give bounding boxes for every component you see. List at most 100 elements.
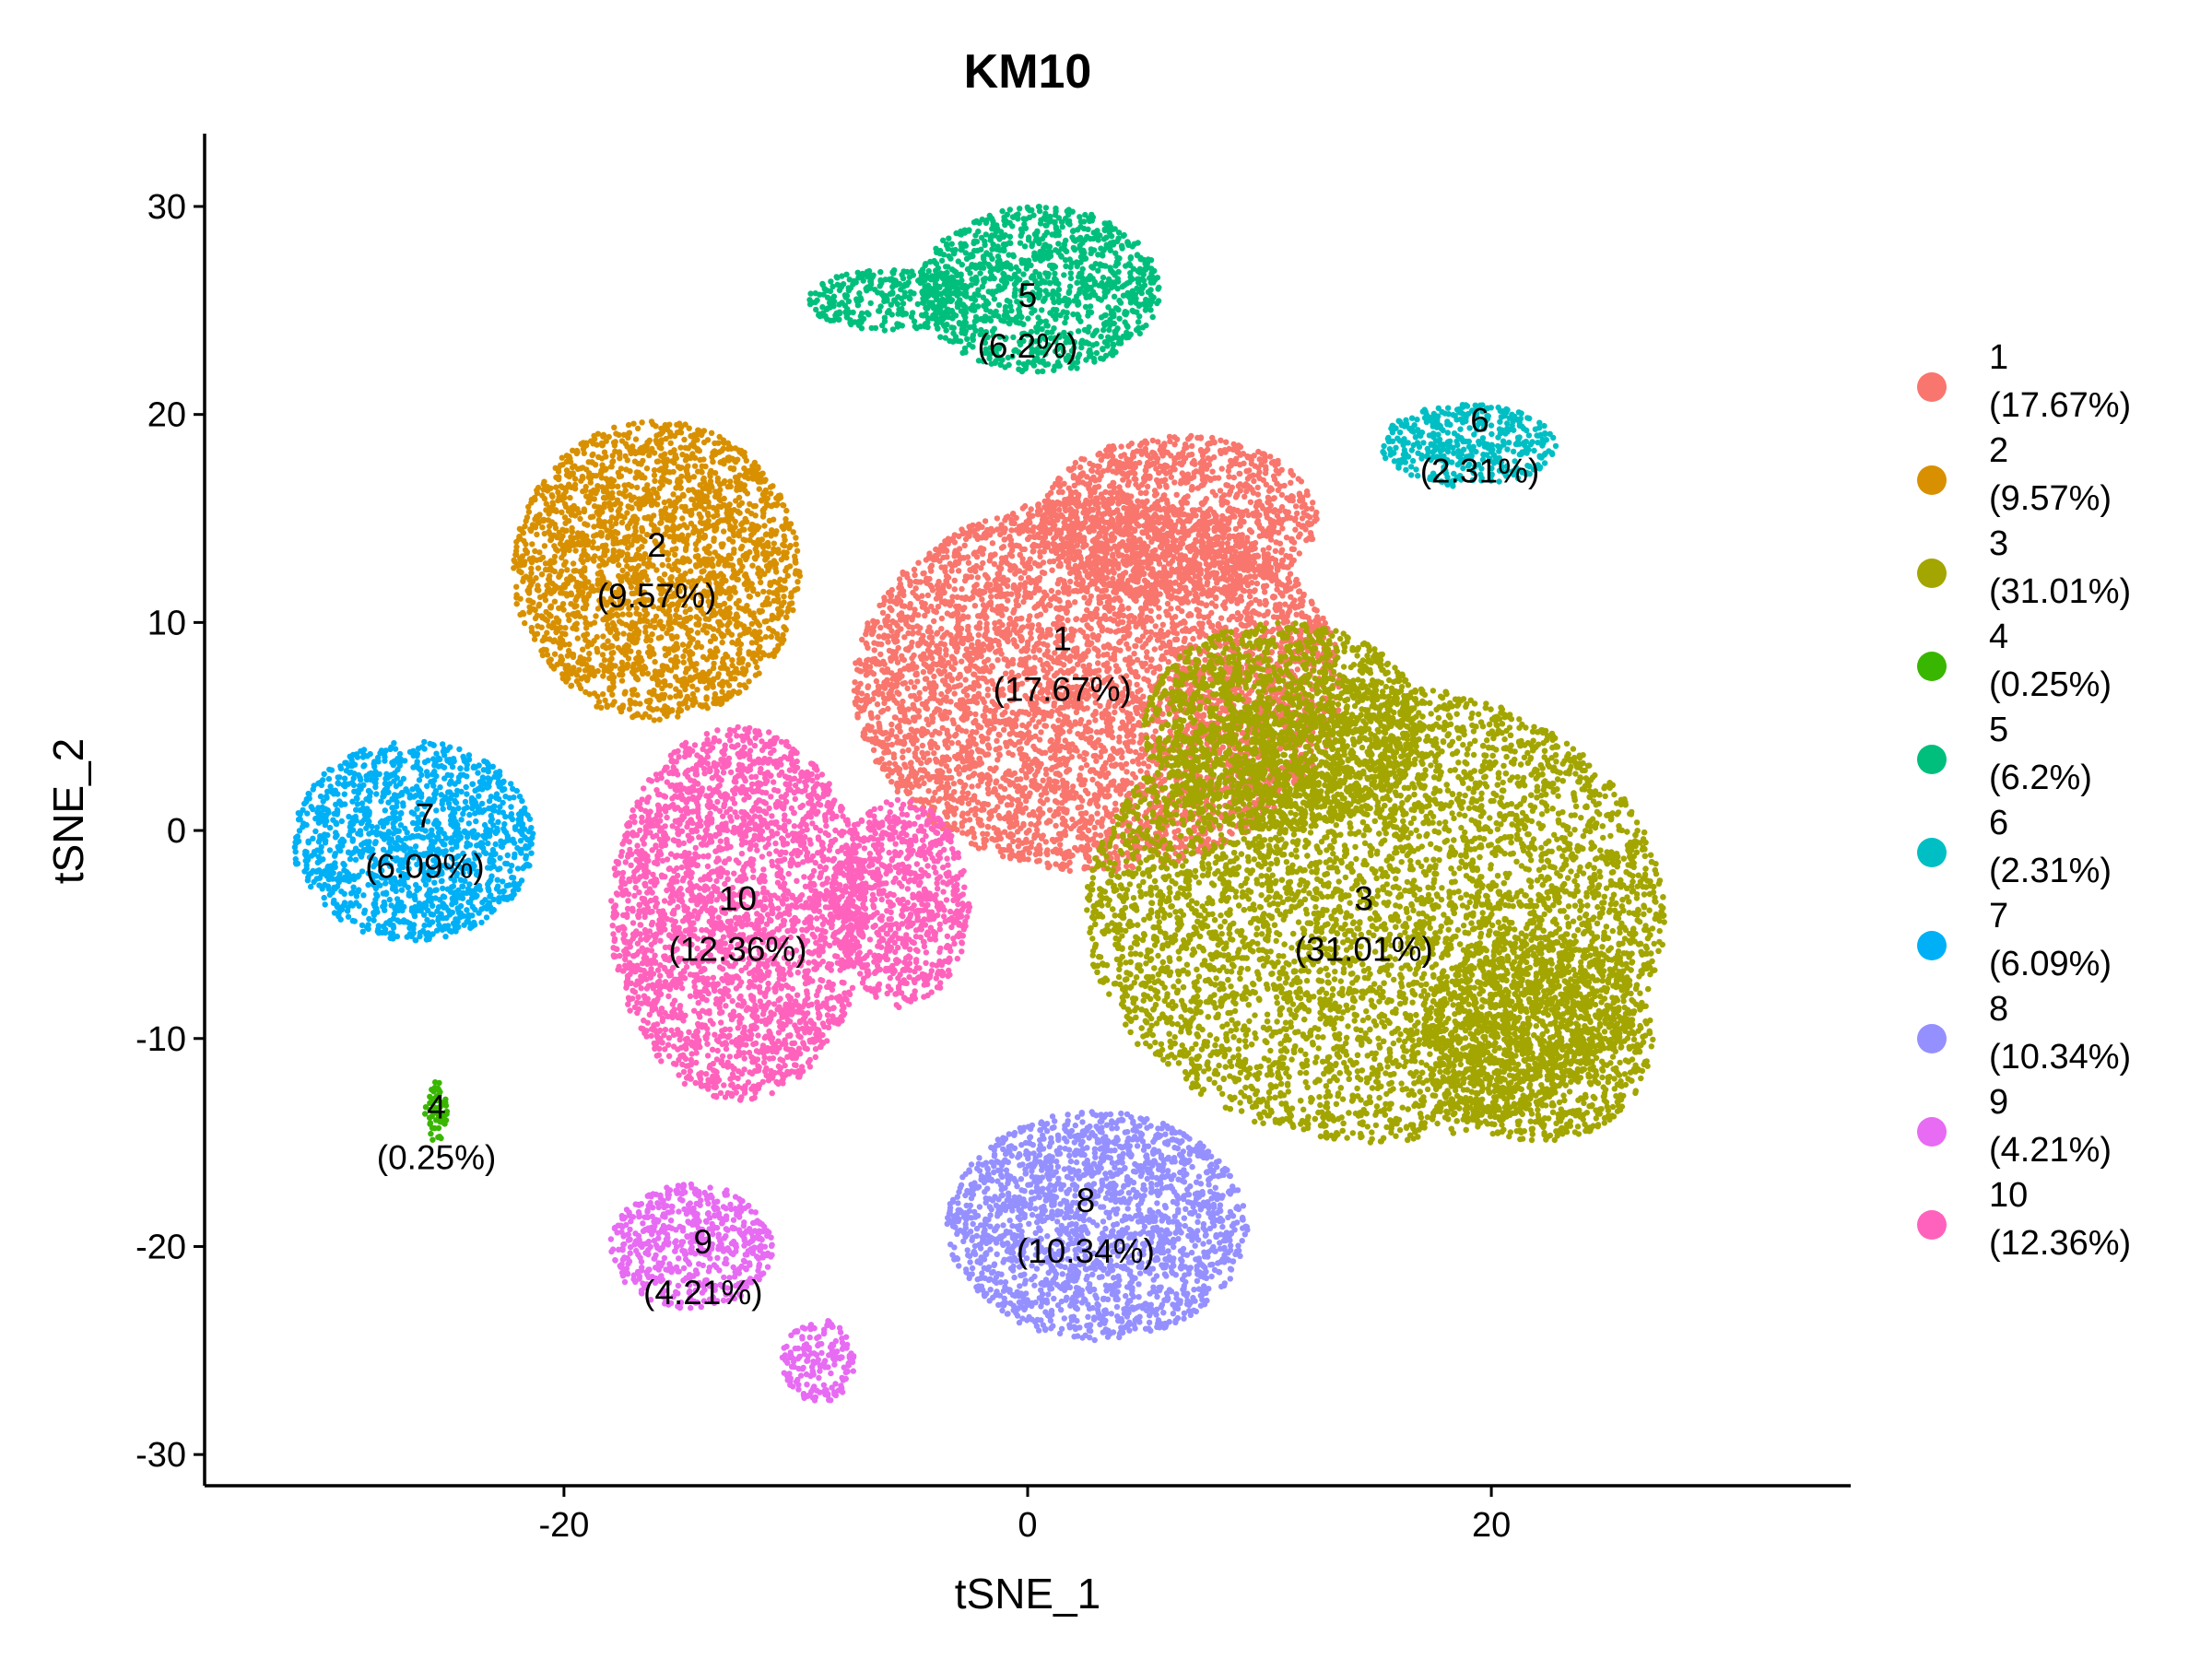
data-point [1007,824,1013,830]
data-point [1053,861,1058,866]
data-point [1120,628,1125,633]
data-point [1129,716,1135,722]
data-point [1018,575,1024,581]
data-point [995,732,1001,737]
data-point [1038,729,1043,735]
data-point [880,610,886,616]
data-point [956,568,961,573]
data-point [952,550,958,556]
data-point [888,658,894,664]
data-point [892,761,898,767]
data-point [970,594,975,600]
data-point [968,568,973,573]
data-point [1294,612,1300,618]
data-point [1044,796,1050,802]
data-point [1088,798,1093,804]
data-point [1137,768,1143,773]
data-point [896,645,901,651]
data-point [941,632,947,638]
data-point [1041,778,1046,783]
data-point [915,560,921,566]
data-point [1263,602,1268,607]
data-point [1160,622,1166,628]
data-point [861,730,866,735]
data-point [1065,792,1070,797]
data-point [1119,755,1124,760]
data-point [1078,777,1084,782]
data-point [971,830,976,836]
data-point [873,759,878,764]
data-point [1019,723,1025,728]
data-point [1022,580,1028,585]
data-point [954,767,959,772]
data-point [1309,601,1314,606]
data-point [960,810,966,816]
data-point [1024,519,1030,524]
data-point [969,807,974,813]
data-point [985,781,991,786]
data-point [946,683,951,688]
data-point [998,522,1004,527]
data-point [1152,646,1158,652]
data-point [1073,617,1078,622]
data-point [922,661,927,666]
data-point [892,620,898,626]
data-point [900,755,905,760]
data-point [1054,800,1060,806]
data-point [1008,537,1014,543]
data-point [1028,630,1033,636]
data-point [1140,694,1146,700]
data-point [1139,608,1145,614]
data-point [1015,788,1020,794]
data-point [1107,814,1112,819]
data-point [1072,599,1077,605]
data-point [912,606,917,612]
data-point [859,690,865,696]
data-point [913,782,919,787]
data-point [1025,536,1030,542]
data-point [1036,586,1041,592]
data-point [855,714,861,720]
data-point [1022,594,1028,599]
data-point [1041,789,1047,794]
data-point [931,674,936,679]
data-point [938,626,944,631]
data-point [1010,752,1016,758]
data-point [1088,735,1094,740]
data-point [1106,793,1112,798]
data-point [884,736,889,742]
data-point [1147,616,1153,621]
data-point [1229,598,1234,604]
data-point [935,604,941,609]
data-point [1037,806,1042,811]
data-point [1095,653,1100,658]
data-point [911,702,916,708]
data-point [1002,786,1007,792]
data-point [912,567,917,572]
data-point [1113,806,1119,812]
data-point [1019,731,1025,736]
data-point [1092,745,1098,750]
data-point [971,683,977,688]
data-point [1292,604,1298,609]
data-point [1244,606,1250,611]
data-point [875,619,880,625]
data-point [1009,521,1015,526]
data-point [952,690,958,696]
data-point [955,616,960,621]
data-point [1078,804,1084,809]
data-point [994,515,1000,521]
data-point [1034,858,1040,864]
data-point [977,668,982,674]
data-point [982,665,988,670]
data-point [1028,821,1033,827]
data-point [963,536,969,542]
data-point [1287,579,1292,584]
data-point [1034,782,1040,787]
data-point [1102,613,1108,618]
data-point [1025,856,1030,862]
data-point [1158,645,1163,651]
data-point [908,693,913,699]
data-point [995,604,1001,609]
data-point [1041,590,1047,595]
